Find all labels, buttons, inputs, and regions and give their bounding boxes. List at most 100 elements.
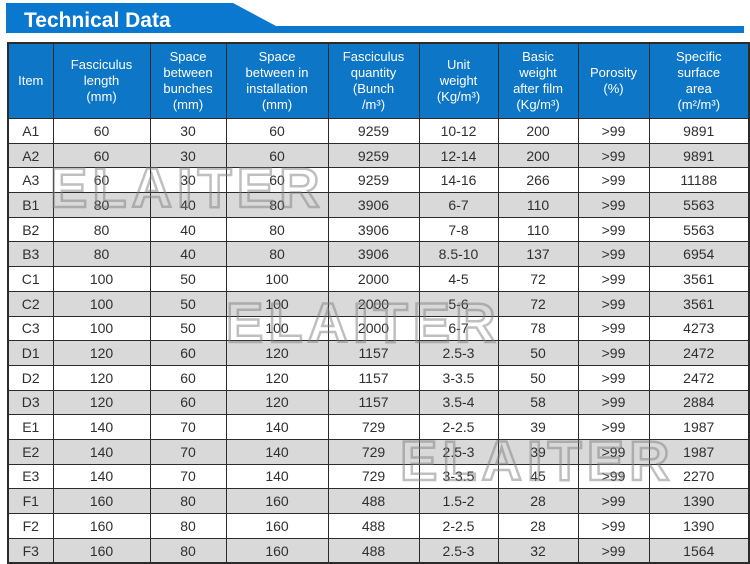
value-cell: 40 [149,241,227,268]
value-cell: 70 [149,414,227,440]
value-cell: 50 [149,290,227,317]
value-cell: 1987 [648,414,750,440]
banner-title: Technical Data [24,9,171,32]
table-header: Item Fasciculus length (mm) Space between … [7,42,750,119]
value-cell: 100 [52,266,151,292]
value-cell: 100 [225,315,329,342]
banner-ribbon-shape [6,3,744,33]
value-cell: 100 [225,290,329,317]
value-cell: 60 [149,364,227,391]
value-cell: 140 [225,438,329,465]
item-cell: D3 [7,389,54,416]
value-cell: 8.5-10 [418,241,499,268]
value-cell: 200 [497,118,579,144]
value-cell: 70 [149,438,227,465]
value-cell: 160 [225,488,329,514]
value-cell: 3906 [327,216,420,243]
value-cell: 160 [225,513,329,539]
value-cell: 2884 [648,389,750,416]
value-cell: 60 [149,340,227,366]
table-row: D3 120 60 120 1157 3.5-4 58 >99 2884 [7,389,750,416]
value-cell: 5-6 [418,290,499,317]
value-cell: 28 [497,488,579,514]
value-cell: >99 [577,389,650,416]
value-cell: >99 [577,315,650,342]
value-cell: 100 [52,315,151,342]
value-cell: 30 [149,118,227,144]
value-cell: 1157 [327,389,420,416]
value-cell: 120 [52,364,151,391]
value-cell: 60 [225,118,329,144]
item-cell: E3 [7,463,54,490]
value-cell: 40 [149,192,227,218]
value-cell: 110 [497,216,579,243]
value-cell: 80 [52,241,151,268]
value-cell: 3-3.5 [418,463,499,490]
value-cell: 140 [225,414,329,440]
value-cell: 45 [497,463,579,490]
value-cell: 30 [149,142,227,169]
item-cell: C2 [7,290,54,317]
column-header: Porosity (%) [577,42,650,119]
table-row: E3 140 70 140 729 3-3.5 45 >99 2270 [7,463,750,490]
value-cell: 1390 [648,488,750,514]
value-cell: 1564 [648,537,750,564]
value-cell: 9259 [327,118,420,144]
value-cell: 488 [327,537,420,564]
value-cell: >99 [577,167,650,194]
value-cell: 100 [52,290,151,317]
item-cell: B1 [7,192,54,218]
value-cell: 729 [327,414,420,440]
value-cell: 100 [225,266,329,292]
item-cell: F2 [7,513,54,539]
value-cell: >99 [577,537,650,564]
table-row: F3 160 80 160 488 2.5-3 32 >99 1564 [7,537,750,564]
value-cell: >99 [577,192,650,218]
column-header: Unit weight (Kg/m³) [418,42,499,119]
value-cell: 80 [149,488,227,514]
value-cell: 120 [52,340,151,366]
value-cell: 3561 [648,266,750,292]
column-header: Fasciculus length (mm) [52,42,151,119]
value-cell: 14-16 [418,167,499,194]
value-cell: 5563 [648,216,750,243]
value-cell: 140 [52,463,151,490]
value-cell: 2000 [327,266,420,292]
value-cell: 60 [52,142,151,169]
value-cell: 120 [225,364,329,391]
table-row: E2 140 70 140 729 2.5-3 39 >99 1987 [7,438,750,465]
value-cell: 6-7 [418,192,499,218]
column-header: Basic weight after film (Kg/m³) [497,42,579,119]
value-cell: >99 [577,142,650,169]
value-cell: 140 [225,463,329,490]
value-cell: 9891 [648,118,750,144]
value-cell: >99 [577,488,650,514]
value-cell: 50 [497,364,579,391]
value-cell: 80 [225,192,329,218]
value-cell: 9891 [648,142,750,169]
item-cell: E1 [7,414,54,440]
column-header: Fasciculus quantity (Bunch /m³) [327,42,420,119]
table-row: F2 160 80 160 488 2-2.5 28 >99 1390 [7,513,750,539]
value-cell: 4-5 [418,266,499,292]
value-cell: 12-14 [418,142,499,169]
value-cell: 72 [497,290,579,317]
value-cell: 5563 [648,192,750,218]
value-cell: 2270 [648,463,750,490]
value-cell: 50 [497,340,579,366]
value-cell: 78 [497,315,579,342]
value-cell: 120 [52,389,151,416]
value-cell: 60 [149,389,227,416]
value-cell: 110 [497,192,579,218]
value-cell: 1390 [648,513,750,539]
value-cell: 160 [52,488,151,514]
header-row: Item Fasciculus length (mm) Space between … [7,42,750,119]
item-cell: A2 [7,142,54,169]
item-cell: F3 [7,537,54,564]
value-cell: 9259 [327,142,420,169]
value-cell: 2472 [648,340,750,366]
value-cell: >99 [577,241,650,268]
table-row: E1 140 70 140 729 2-2.5 39 >99 1987 [7,414,750,440]
value-cell: 140 [52,438,151,465]
item-cell: D2 [7,364,54,391]
